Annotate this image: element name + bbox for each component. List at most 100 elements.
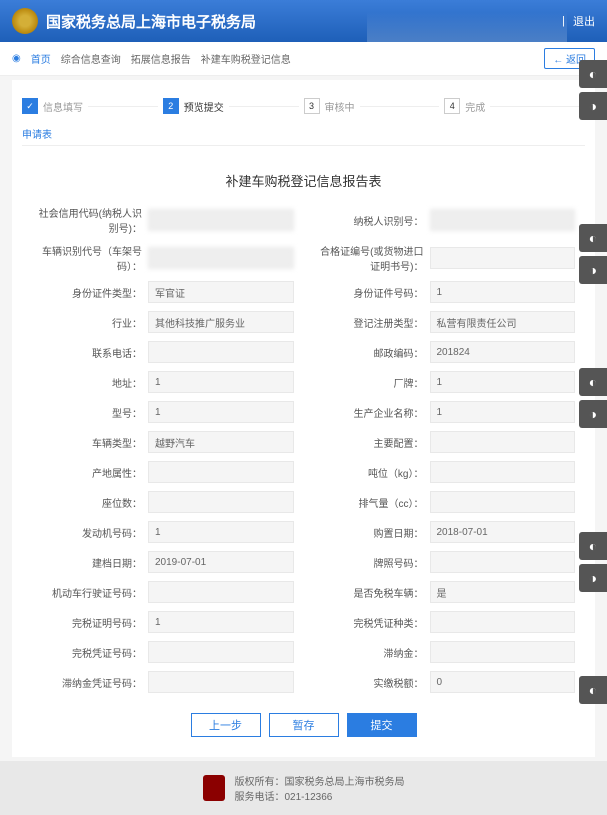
field-value: 2019-07-01 <box>148 551 294 573</box>
field-value <box>148 491 294 513</box>
field-value: 1 <box>148 611 294 633</box>
step-2: 2预览提交 <box>163 98 304 114</box>
field-value: 是 <box>430 581 576 603</box>
field-value <box>430 209 576 231</box>
form-field: 型号：1 <box>32 401 294 423</box>
field-label: 产地属性： <box>32 465 142 480</box>
field-value <box>430 611 576 633</box>
form-field: 身份证件类型：军官证 <box>32 281 294 303</box>
field-value <box>430 641 576 663</box>
field-label: 主要配置： <box>314 435 424 450</box>
nav-home[interactable]: 首页 <box>31 51 51 66</box>
hotline: 服务电话：021-12366 <box>235 788 405 803</box>
form-field: 排气量（cc）： <box>314 491 576 513</box>
field-label: 纳税人识别号： <box>314 213 424 228</box>
form-field: 产地属性： <box>32 461 294 483</box>
form-field: 滞纳金凭证号码： <box>32 671 294 693</box>
more-icon[interactable]: ◐ <box>579 532 607 560</box>
field-label: 实缴税额： <box>314 675 424 690</box>
field-value: 1 <box>148 401 294 423</box>
form-field: 登记注册类型：私营有限责任公司 <box>314 311 576 333</box>
field-label: 邮政编码： <box>314 345 424 360</box>
field-label: 车辆识别代号（车架号码）： <box>32 243 142 273</box>
field-value: 1 <box>148 371 294 393</box>
field-label: 座位数： <box>32 495 142 510</box>
step-1: ✓信息填写 <box>22 98 163 114</box>
field-value <box>148 581 294 603</box>
logout-link[interactable]: 退出 <box>573 13 595 29</box>
field-value: 越野汽车 <box>148 431 294 453</box>
form-field: 购置日期：2018-07-01 <box>314 521 576 543</box>
form-field: 合格证编号(或货物进口证明书号)： <box>314 243 576 273</box>
field-value: 1 <box>148 521 294 543</box>
field-value <box>430 461 576 483</box>
form-field: 是否免税车辆：是 <box>314 581 576 603</box>
save-button[interactable]: 暂存 <box>269 713 339 737</box>
field-label: 完税凭证号码： <box>32 645 142 660</box>
tool-icon[interactable]: ◑ <box>579 400 607 428</box>
field-value <box>148 247 294 269</box>
nav-item-1[interactable]: 综合信息查询 <box>61 51 121 66</box>
logo-emblem <box>12 8 38 34</box>
form-field: 联系电话： <box>32 341 294 363</box>
form-field: 车辆类型： 越野汽车 <box>32 431 294 453</box>
step-4: 4 完成 <box>444 98 585 114</box>
form-field: 厂牌： 1 <box>314 371 576 393</box>
field-label: 排气量（cc）： <box>314 495 424 510</box>
field-label: 地址： <box>32 375 142 390</box>
phone-icon[interactable]: ◑ <box>579 256 607 284</box>
field-value <box>148 641 294 663</box>
help-icon[interactable]: ◐ <box>579 60 607 88</box>
step-num: 4 <box>444 98 460 114</box>
field-label: 厂牌： <box>314 375 424 390</box>
step-num: 3 <box>304 98 320 114</box>
form-field: 滞纳金： <box>314 641 576 663</box>
field-value <box>430 247 576 269</box>
field-label: 合格证编号(或货物进口证明书号)： <box>314 243 424 273</box>
form-grid: 社会信用代码(纳税人识别号)：纳税人识别号：车辆识别代号（车架号码）：合格证编号… <box>22 205 585 693</box>
main-content: ✓信息填写2预览提交3审核中4完成 申请表 补建车购税登记信息报告表 社会信用代… <box>12 80 595 757</box>
footer-emblem <box>203 775 225 801</box>
field-value: 1 <box>430 371 576 393</box>
extra-icon[interactable]: ◐ <box>579 676 607 704</box>
form-field: 完税证明号码：1 <box>32 611 294 633</box>
field-label: 滞纳金： <box>314 645 424 660</box>
form-field: 吨位（kg）： <box>314 461 576 483</box>
chat-icon[interactable]: ◐ <box>579 224 607 252</box>
field-value: 军官证 <box>148 281 294 303</box>
form-field: 发动机号码：1 <box>32 521 294 543</box>
field-label: 联系电话： <box>32 345 142 360</box>
form-title: 补建车购税登记信息报告表 <box>22 156 585 205</box>
nav-item-3[interactable]: 补建车购税登记信息 <box>201 51 291 66</box>
feedback-icon[interactable]: ◐ <box>579 368 607 396</box>
top-icon[interactable]: ◑ <box>579 564 607 592</box>
field-label: 牌照号码： <box>314 555 424 570</box>
submit-button[interactable]: 提交 <box>347 713 417 737</box>
field-value: 1 <box>430 281 576 303</box>
field-label: 完税凭证种类： <box>314 615 424 630</box>
service-icon[interactable]: ◑ <box>579 92 607 120</box>
breadcrumb: ◉ 首页 综合信息查询 拓展信息报告 补建车购税登记信息 ← 返回 <box>0 42 607 76</box>
sub-tab[interactable]: 申请表 <box>22 122 585 146</box>
footer: 版权所有：国家税务总局上海市税务局 服务电话：021-12366 <box>0 761 607 815</box>
field-label: 行业： <box>32 315 142 330</box>
field-value: 私营有限责任公司 <box>430 311 576 333</box>
form-field: 主要配置： <box>314 431 576 453</box>
field-label: 车辆类型： <box>32 435 142 450</box>
field-value: 201824 <box>430 341 576 363</box>
step-label: 完成 <box>465 99 485 114</box>
step-label: 审核中 <box>325 99 355 114</box>
header: 国家税务总局上海市电子税务局 | 退出 <box>0 0 607 42</box>
field-value <box>430 491 576 513</box>
field-label: 购置日期： <box>314 525 424 540</box>
home-icon[interactable]: ◉ <box>12 53 21 64</box>
form-field: 生产企业名称：1 <box>314 401 576 423</box>
step-num: 2 <box>163 98 179 114</box>
field-label: 吨位（kg）： <box>314 465 424 480</box>
form-field: 行业：其他科技推广服务业 <box>32 311 294 333</box>
nav-item-2[interactable]: 拓展信息报告 <box>131 51 191 66</box>
field-label: 机动车行驶证号码： <box>32 585 142 600</box>
form-field: 机动车行驶证号码： <box>32 581 294 603</box>
prev-button[interactable]: 上一步 <box>191 713 261 737</box>
form-field: 邮政编码： 201824 <box>314 341 576 363</box>
